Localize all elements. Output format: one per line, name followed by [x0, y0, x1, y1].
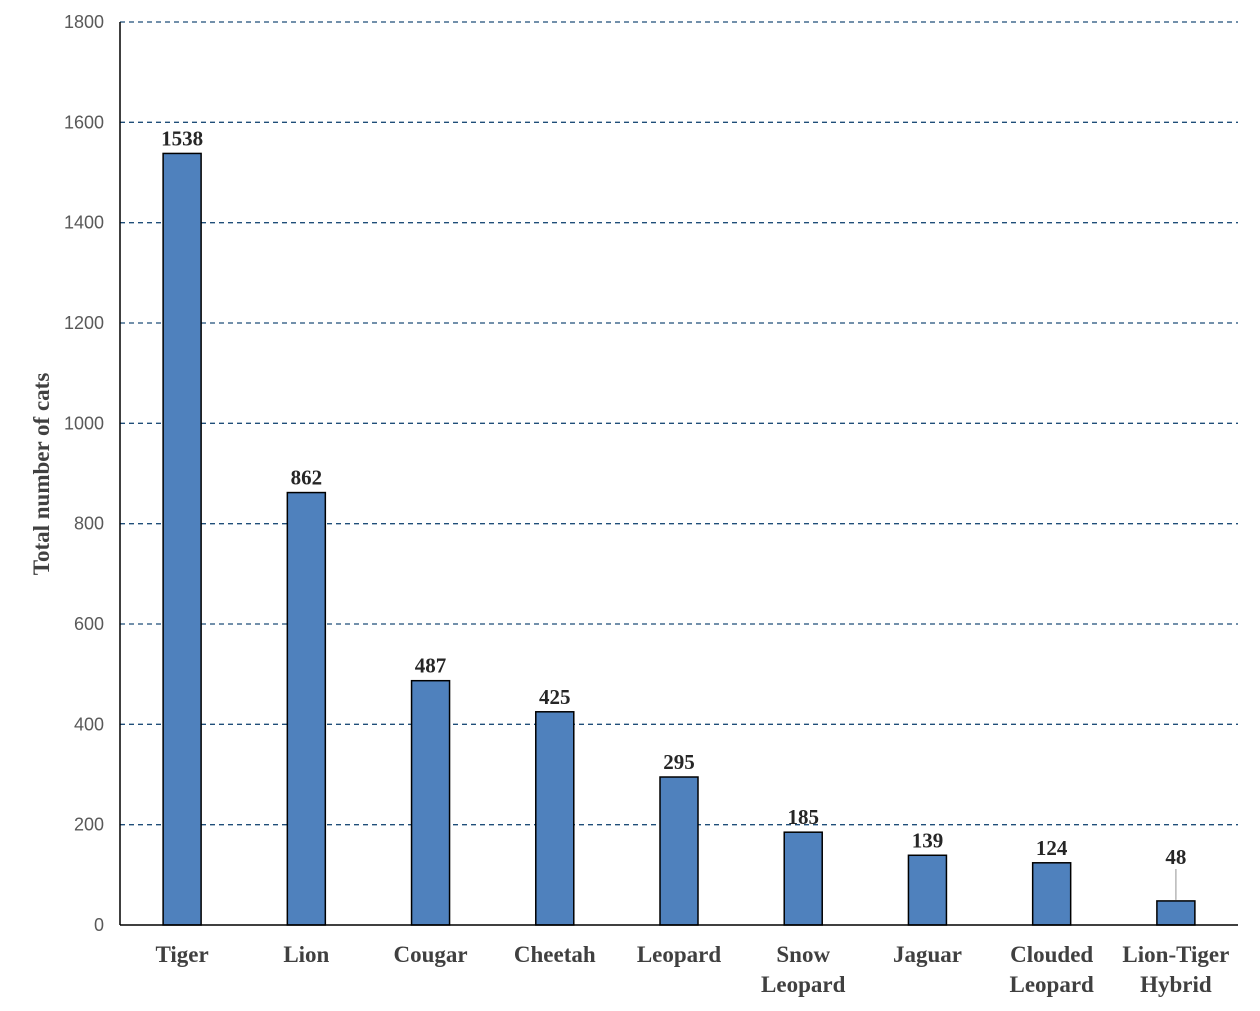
data-label: 487 [415, 654, 447, 678]
bar [907, 854, 948, 926]
x-tick-label: Lion [283, 942, 329, 967]
y-tick-label: 600 [74, 614, 104, 634]
data-label: 124 [1036, 836, 1068, 860]
y-tick-label: 400 [74, 714, 104, 734]
bar [783, 831, 823, 926]
x-tick-label: Cougar [393, 942, 467, 967]
y-tick-label: 0 [94, 915, 104, 935]
x-tick-label: Snow Leopard [761, 942, 846, 997]
bar [410, 679, 451, 926]
y-tick-label: 1800 [64, 12, 104, 32]
y-axis-title: Total number of cats [29, 373, 54, 576]
y-tick-label: 1400 [64, 213, 104, 233]
x-tick-label: Cheetah [514, 942, 596, 967]
data-label: 1538 [161, 126, 203, 150]
bar [1031, 862, 1072, 926]
bar [659, 776, 699, 926]
y-tick-label: 800 [74, 514, 104, 534]
axes [119, 22, 1238, 926]
y-tick-label: 1200 [64, 313, 104, 333]
bar [162, 152, 202, 926]
y-tick-labels: 0 200 400 600 800 1000 1200 1400 1600 1800 [64, 12, 104, 935]
data-label: 48 [1165, 845, 1186, 869]
bar [535, 711, 575, 926]
y-tick-label: 1600 [64, 112, 104, 132]
data-label: 295 [663, 750, 695, 774]
x-tick-label: Jaguar [893, 942, 962, 967]
y-tick-label: 200 [74, 815, 104, 835]
data-label: 862 [291, 466, 323, 490]
grid-lines [120, 21, 1238, 826]
x-tick-label: Tiger [155, 942, 208, 967]
y-tick-label: 1000 [64, 413, 104, 433]
x-tick-labels: Tiger Lion Cougar Cheetah Leopard Snow Leopard… [155, 942, 1229, 997]
data-label: 185 [787, 805, 819, 829]
data-label: 139 [912, 828, 944, 852]
x-tick-label: Leopard [637, 942, 722, 967]
data-labels: 1538 862 487 425 295 185 139 124 48 [161, 126, 1186, 869]
x-tick-label: Lion-Tiger Hybrid [1122, 942, 1229, 997]
bar [1156, 900, 1196, 926]
data-label: 425 [539, 685, 571, 709]
x-tick-label: Clouded Leopard [1009, 942, 1094, 997]
bars [162, 152, 1196, 926]
bar [286, 491, 327, 926]
